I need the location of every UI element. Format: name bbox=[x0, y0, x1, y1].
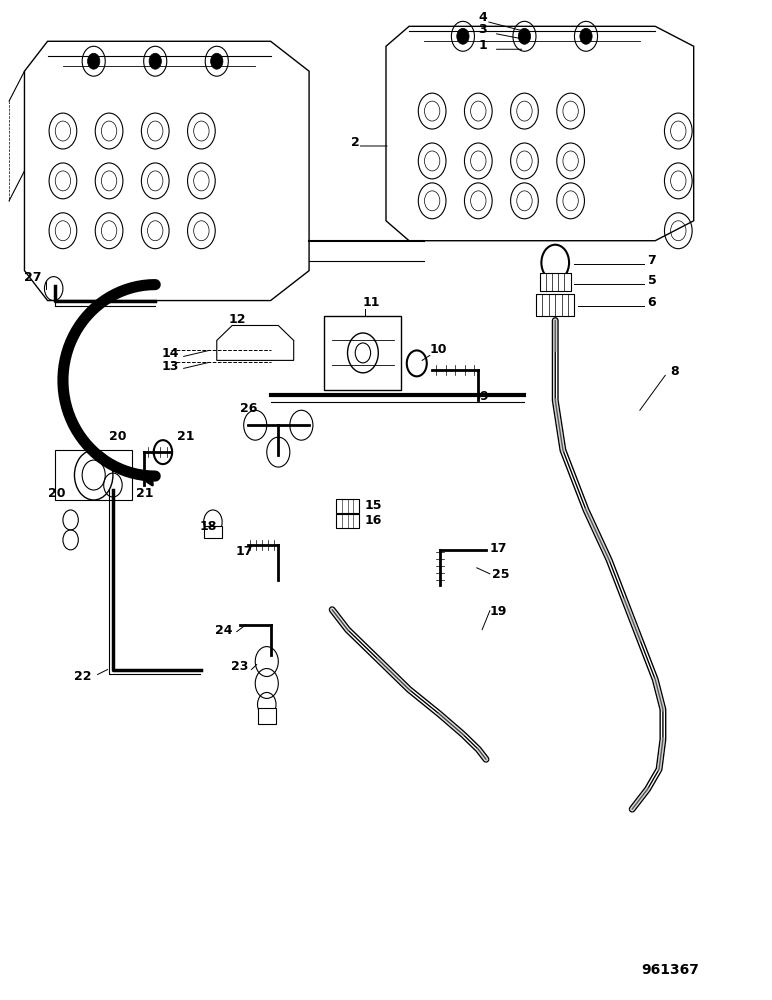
Text: 21: 21 bbox=[177, 430, 195, 443]
Bar bbox=[540, 273, 571, 291]
Text: 2: 2 bbox=[351, 136, 360, 149]
Bar bbox=[324, 316, 401, 390]
Text: 11: 11 bbox=[363, 296, 381, 309]
Text: 22: 22 bbox=[74, 670, 92, 683]
Text: 14: 14 bbox=[161, 347, 179, 360]
Text: 12: 12 bbox=[229, 313, 245, 326]
Bar bbox=[204, 526, 222, 538]
Circle shape bbox=[518, 28, 530, 44]
Text: 21: 21 bbox=[136, 487, 154, 500]
Text: 17: 17 bbox=[490, 542, 507, 555]
Text: 16: 16 bbox=[364, 514, 382, 527]
Bar bbox=[258, 708, 276, 724]
Text: 20: 20 bbox=[109, 430, 127, 443]
Circle shape bbox=[211, 53, 223, 69]
Text: 25: 25 bbox=[493, 568, 510, 581]
Text: 27: 27 bbox=[25, 271, 42, 284]
Text: 20: 20 bbox=[48, 487, 65, 500]
Text: 5: 5 bbox=[648, 274, 656, 287]
Circle shape bbox=[87, 53, 100, 69]
Circle shape bbox=[580, 28, 592, 44]
Text: 13: 13 bbox=[161, 360, 179, 373]
Circle shape bbox=[457, 28, 469, 44]
Text: 26: 26 bbox=[240, 402, 257, 415]
Bar bbox=[336, 514, 359, 528]
Circle shape bbox=[149, 53, 161, 69]
Text: 7: 7 bbox=[648, 254, 656, 267]
Text: 24: 24 bbox=[215, 624, 232, 637]
Text: 8: 8 bbox=[671, 365, 679, 378]
Text: 23: 23 bbox=[231, 660, 248, 673]
Text: 6: 6 bbox=[648, 296, 656, 309]
Text: 1: 1 bbox=[479, 39, 487, 52]
Text: 4: 4 bbox=[479, 11, 487, 24]
Text: 10: 10 bbox=[430, 343, 447, 356]
Text: 17: 17 bbox=[236, 545, 253, 558]
Text: 9: 9 bbox=[480, 390, 489, 403]
Text: 961367: 961367 bbox=[642, 963, 699, 977]
Text: 19: 19 bbox=[490, 605, 507, 618]
Text: 3: 3 bbox=[479, 23, 487, 36]
Bar bbox=[336, 499, 359, 513]
Text: 18: 18 bbox=[200, 520, 217, 533]
Text: 15: 15 bbox=[364, 499, 382, 512]
Bar bbox=[536, 294, 574, 316]
